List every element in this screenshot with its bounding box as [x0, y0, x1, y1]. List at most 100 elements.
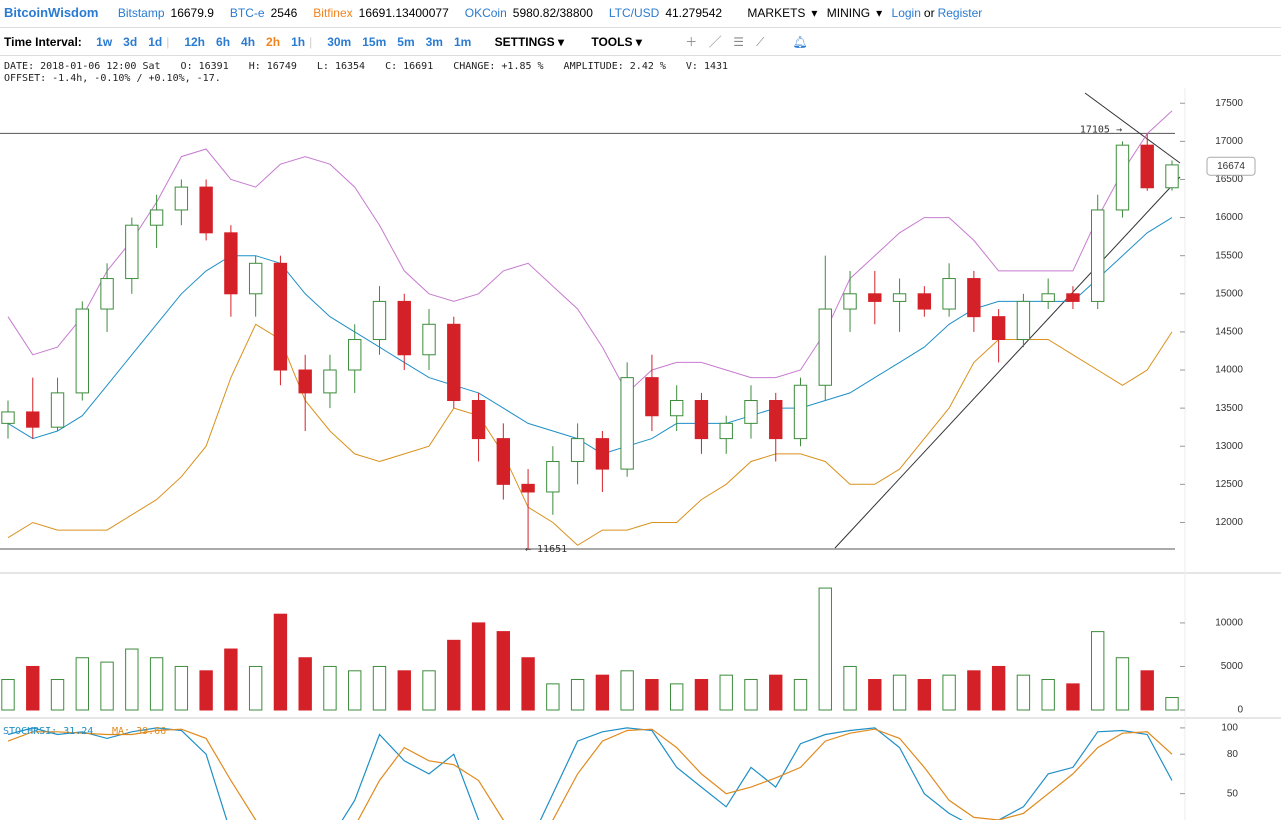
- settings[interactable]: SETTINGS ▾: [494, 35, 565, 49]
- volume-bar: [917, 679, 932, 711]
- y-tick-label: 15500: [1215, 250, 1243, 261]
- volume-bar: [694, 679, 709, 711]
- candle-body: [719, 422, 733, 440]
- volume-bar: [298, 657, 312, 711]
- candle-body: [991, 316, 1006, 341]
- stoch-line: [7, 728, 1173, 820]
- info-offset: OFFSET: -1.4h, -0.10% / +0.10%, -17.: [4, 73, 221, 84]
- toolbar: Time Interval: 1w 3d 1d | 12h 6h 4h 2h 1h | 30m 15m…: [0, 29, 1281, 56]
- market-name[interactable]: OKCoin: [464, 6, 507, 20]
- volume-bar: [1, 679, 15, 711]
- candle-body: [645, 377, 659, 417]
- candle-body: [174, 186, 189, 211]
- market-name[interactable]: LTC/USD: [608, 6, 660, 20]
- volume-bar: [595, 674, 610, 711]
- volume-bar: [793, 679, 808, 711]
- login[interactable]: Login: [891, 6, 921, 20]
- menu[interactable]: MARKETS ▾: [747, 6, 818, 20]
- market-price: 41.279542: [665, 6, 723, 20]
- register[interactable]: Register: [937, 6, 983, 20]
- interval[interactable]: 2h: [266, 35, 281, 49]
- interval[interactable]: 1d: [148, 35, 163, 49]
- candle-body: [868, 293, 882, 302]
- candle-body: [793, 384, 808, 440]
- interval[interactable]: 1m: [453, 35, 472, 49]
- volume-bar: [744, 679, 758, 711]
- brand[interactable]: BitcoinWisdom: [4, 5, 99, 20]
- volume-bar: [1066, 683, 1080, 711]
- interval[interactable]: 3d: [123, 35, 138, 49]
- candle-body: [298, 369, 312, 394]
- volume-bar: [1165, 697, 1179, 711]
- candle-body: [224, 232, 238, 295]
- candle-body: [917, 293, 932, 310]
- interval[interactable]: 1w: [96, 35, 113, 49]
- volume-bar: [1115, 657, 1130, 711]
- menu[interactable]: MINING ▾: [826, 6, 883, 20]
- separator: |: [166, 35, 170, 49]
- candle-body: [620, 377, 634, 470]
- volume-bar: [75, 657, 89, 711]
- interval[interactable]: 12h: [184, 35, 206, 49]
- candle-body: [397, 300, 411, 356]
- candle-body: [818, 308, 832, 386]
- info-item: CHANGE: +1.85 %: [453, 61, 543, 72]
- band-line: [7, 110, 1173, 394]
- candle-body: [248, 262, 263, 295]
- interval[interactable]: 4h: [241, 35, 256, 49]
- market-price: 16691.13400077: [358, 6, 449, 20]
- interval[interactable]: 30m: [327, 35, 352, 49]
- candle-body: [843, 293, 857, 310]
- volume-bar: [149, 657, 164, 711]
- volume-bar: [50, 679, 65, 711]
- volume-bar: [645, 679, 659, 711]
- candle-body: [1115, 144, 1130, 211]
- level-label: ← 11651: [525, 544, 567, 555]
- stoch-line: [7, 727, 1173, 820]
- menu-label[interactable]: MINING: [826, 6, 871, 20]
- market-price: 16679.9: [170, 6, 214, 20]
- last-price: 16674: [1217, 161, 1245, 172]
- candle-body: [769, 400, 783, 440]
- volume-bar: [1140, 670, 1154, 711]
- interval[interactable]: 3m: [425, 35, 443, 49]
- volume-bar: [447, 639, 461, 711]
- market-name[interactable]: BTC-e: [229, 6, 265, 20]
- trend-line: [834, 176, 1181, 549]
- candle-body: [744, 400, 758, 424]
- info-item: V: 1431: [686, 61, 728, 72]
- interval[interactable]: 1h: [291, 35, 306, 49]
- volume-bar: [818, 587, 832, 711]
- candle-body: [595, 438, 610, 470]
- volume-bar: [1016, 674, 1031, 711]
- candle-body: [1091, 209, 1105, 302]
- tools[interactable]: TOOLS ▾: [591, 35, 642, 49]
- interval[interactable]: 15m: [362, 35, 387, 49]
- settings-label[interactable]: SETTINGS: [494, 35, 555, 49]
- candle-body: [1066, 293, 1080, 302]
- menu-label[interactable]: MARKETS: [747, 6, 806, 20]
- market-name[interactable]: Bitfinex: [313, 6, 353, 20]
- last-price-box: [1206, 156, 1256, 176]
- band-line: [7, 323, 1173, 546]
- y-tick-label: 12500: [1215, 479, 1243, 490]
- y-tick-label: 12000: [1215, 517, 1243, 528]
- toolbar-label: Time Interval:: [4, 35, 82, 49]
- volume-bar: [991, 665, 1006, 711]
- volume-bar: [174, 665, 189, 711]
- market-name[interactable]: Bitstamp: [117, 6, 165, 20]
- candle-body: [149, 209, 164, 226]
- tools-label[interactable]: TOOLS: [591, 35, 633, 49]
- drawing-tools[interactable]: ＋╱☰⟋: [685, 35, 777, 49]
- info-item: O: 16391: [181, 61, 229, 72]
- interval[interactable]: 5m: [397, 35, 415, 49]
- stoch-label: STOCHRSI: 31.24: [3, 726, 93, 737]
- alert-icon[interactable]: 🔔︎: [792, 35, 808, 49]
- candle-body: [125, 224, 139, 280]
- interval[interactable]: 6h: [216, 35, 231, 49]
- separator: |: [309, 35, 313, 49]
- volume-bar: [273, 613, 288, 711]
- info-item: C: 16691: [385, 61, 433, 72]
